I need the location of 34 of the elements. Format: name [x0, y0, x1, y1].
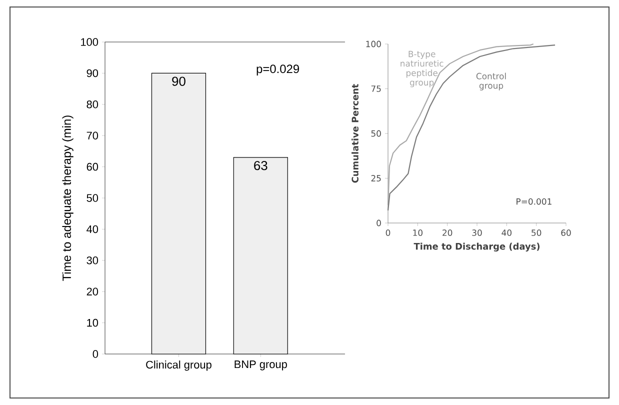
y-tick-label: 50	[86, 194, 98, 202]
x-tick-label: Clinical group	[146, 360, 212, 371]
x-tick-label: 10	[413, 230, 422, 236]
y-tick-label: 0	[376, 220, 381, 226]
y-tick-label: 90	[86, 69, 98, 78]
y-tick-label: 75	[371, 86, 381, 92]
y-axis-title: Time to adequate therapy (min)	[62, 116, 74, 281]
x-tick-label: 40	[502, 230, 512, 236]
x-tick-label: 60	[561, 230, 571, 236]
x-tick-label: 30	[472, 230, 482, 236]
x-tick-label: 20	[442, 230, 452, 236]
y-tick-label: 100	[81, 38, 98, 46]
annotation: p=0.029	[256, 64, 300, 76]
y-tick-label: 100	[366, 40, 381, 48]
x-tick-label: 0	[386, 230, 390, 236]
annotation: P=0.001	[516, 198, 552, 205]
y-tick-label: 10	[87, 318, 98, 327]
series-label: B-type natriuretic peptide group	[400, 50, 444, 88]
y-tick-label: 70	[86, 132, 98, 140]
x-tick-label: 50	[532, 230, 542, 236]
y-tick-label: 30	[86, 256, 98, 264]
y-tick-label: 80	[86, 100, 98, 108]
series-label: Control group	[476, 72, 506, 90]
y-axis-title: Cumulative Percent	[352, 84, 358, 183]
y-tick-label: 0	[92, 350, 98, 358]
y-tick-label: 50	[371, 130, 381, 137]
line-series	[387, 44, 556, 212]
data-label: 63	[254, 160, 268, 170]
y-tick-label: 60	[86, 162, 98, 171]
y-tick-label: 20	[86, 288, 98, 296]
data-label: 90	[172, 76, 186, 86]
y-tick-label: 25	[371, 175, 381, 182]
x-axis-title: Time to Discharge (days)	[414, 242, 540, 252]
x-tick-label: BNP group	[234, 360, 287, 370]
